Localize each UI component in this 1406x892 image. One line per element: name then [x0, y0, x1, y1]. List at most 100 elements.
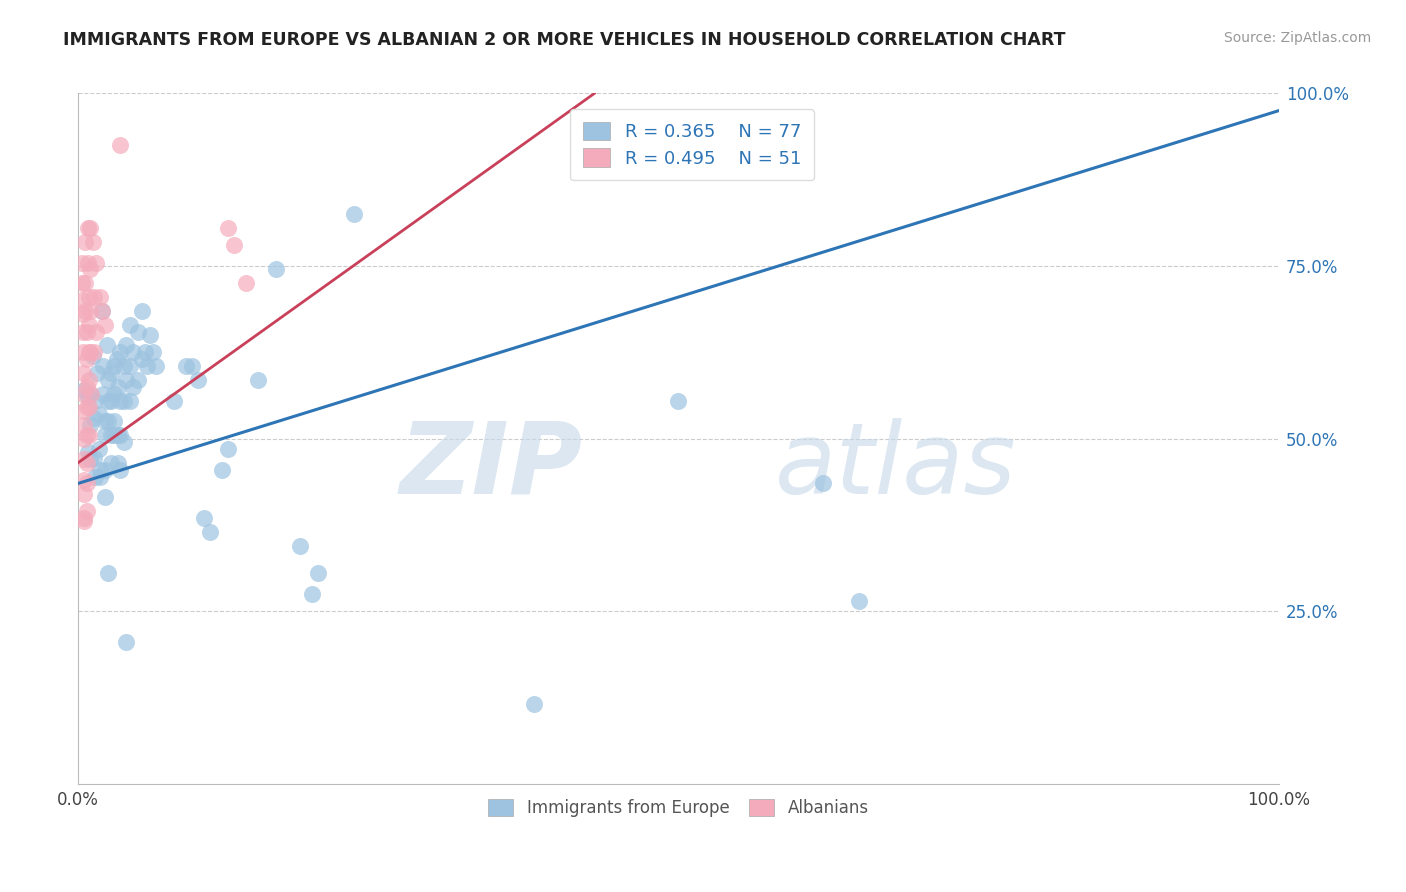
- Point: [72, 325, 94, 339]
- Point: [118, 318, 141, 332]
- Point: [89, 462, 111, 476]
- Point: [97, 414, 120, 428]
- Point: [89, 290, 111, 304]
- Point: [100, 428, 122, 442]
- Point: [77, 373, 100, 387]
- Point: [76, 476, 98, 491]
- Point: [73, 473, 96, 487]
- Point: [264, 262, 287, 277]
- Point: [87, 408, 110, 422]
- Point: [91, 359, 114, 373]
- Point: [100, 366, 122, 380]
- Point: [200, 524, 222, 539]
- Point: [76, 352, 98, 367]
- Point: [72, 386, 94, 401]
- Point: [224, 238, 246, 252]
- Point: [108, 428, 131, 442]
- Point: [87, 442, 110, 456]
- Point: [86, 366, 108, 380]
- Point: [83, 450, 105, 465]
- Point: [217, 442, 239, 456]
- Point: [108, 393, 131, 408]
- Point: [848, 594, 870, 608]
- Point: [73, 417, 96, 432]
- Point: [72, 366, 94, 380]
- Point: [135, 359, 157, 373]
- Point: [73, 515, 96, 529]
- Point: [193, 511, 215, 525]
- Point: [76, 456, 98, 470]
- Point: [79, 417, 101, 432]
- Point: [77, 345, 100, 359]
- Point: [107, 380, 129, 394]
- Text: ZIP: ZIP: [399, 417, 582, 515]
- Point: [107, 428, 129, 442]
- Point: [118, 359, 141, 373]
- Point: [97, 373, 120, 387]
- Point: [79, 386, 101, 401]
- Point: [112, 435, 135, 450]
- Point: [83, 345, 105, 359]
- Point: [211, 462, 233, 476]
- Point: [77, 428, 100, 442]
- Point: [93, 414, 115, 428]
- Point: [84, 469, 107, 483]
- Point: [79, 221, 101, 235]
- Point: [91, 303, 114, 318]
- Point: [70, 277, 93, 291]
- Point: [77, 318, 100, 332]
- Point: [73, 487, 96, 501]
- Point: [115, 373, 138, 387]
- Legend: Immigrants from Europe, Albanians: Immigrants from Europe, Albanians: [482, 792, 876, 823]
- Point: [76, 325, 98, 339]
- Point: [70, 255, 93, 269]
- Point: [97, 566, 120, 581]
- Point: [131, 303, 153, 318]
- Point: [79, 262, 101, 277]
- Point: [174, 359, 197, 373]
- Point: [76, 221, 98, 235]
- Point: [103, 386, 125, 401]
- Point: [108, 138, 131, 153]
- Point: [76, 504, 98, 518]
- Point: [79, 452, 101, 467]
- Point: [127, 325, 149, 339]
- Point: [70, 293, 93, 308]
- Point: [76, 390, 98, 404]
- Point: [122, 380, 145, 394]
- Point: [83, 410, 105, 425]
- Point: [105, 352, 128, 367]
- Point: [77, 401, 100, 415]
- Point: [131, 352, 153, 367]
- Point: [127, 373, 149, 387]
- Point: [247, 373, 270, 387]
- Point: [97, 393, 120, 408]
- Point: [290, 539, 312, 553]
- Point: [76, 255, 98, 269]
- Point: [103, 359, 125, 373]
- Point: [103, 428, 125, 442]
- Point: [76, 428, 98, 442]
- Point: [115, 635, 138, 649]
- Point: [72, 345, 94, 359]
- Point: [82, 349, 104, 363]
- Point: [668, 393, 690, 408]
- Point: [811, 476, 834, 491]
- Point: [84, 325, 107, 339]
- Point: [181, 359, 204, 373]
- Point: [343, 207, 366, 221]
- Point: [93, 318, 115, 332]
- Point: [523, 698, 546, 712]
- Point: [84, 393, 107, 408]
- Point: [107, 456, 129, 470]
- Point: [72, 307, 94, 321]
- Point: [93, 490, 115, 504]
- Point: [134, 345, 156, 359]
- Point: [112, 393, 135, 408]
- Point: [76, 445, 98, 459]
- Point: [91, 303, 114, 318]
- Point: [115, 338, 138, 352]
- Point: [145, 359, 167, 373]
- Point: [73, 383, 96, 397]
- Point: [118, 393, 141, 408]
